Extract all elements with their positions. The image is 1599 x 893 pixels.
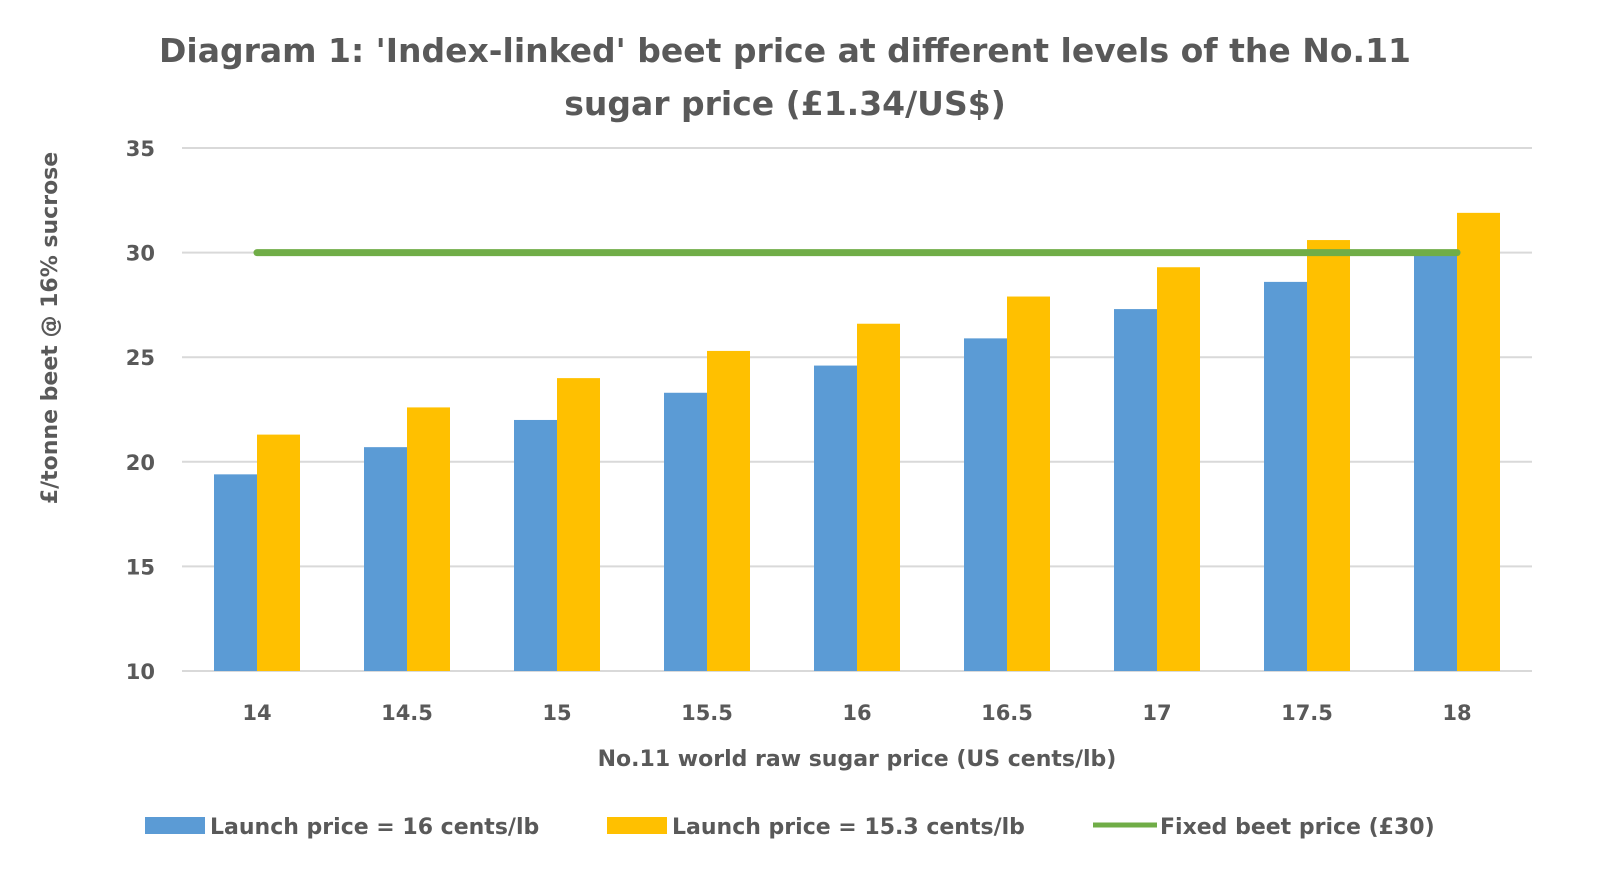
bar-launch-15-3 xyxy=(557,378,600,671)
y-tick-label: 15 xyxy=(126,555,155,579)
legend-swatch-blue xyxy=(145,817,205,834)
x-tick-label: 17.5 xyxy=(1281,701,1333,725)
y-axis-label: £/tonne beet @ 16% sucrose xyxy=(38,152,63,504)
chart-title-line1: Diagram 1: 'Index-linked' beet price at … xyxy=(159,31,1411,70)
bar-launch-15-3 xyxy=(857,323,900,671)
x-tick-label: 15.5 xyxy=(681,701,733,725)
bar-launch-15-3 xyxy=(1457,212,1500,672)
bar-launch-16 xyxy=(514,419,557,671)
bar-launch-15-3 xyxy=(257,434,300,671)
bars xyxy=(214,212,1500,672)
x-tick-label: 14 xyxy=(242,701,271,725)
bar-launch-16 xyxy=(814,365,857,671)
x-tick-label: 18 xyxy=(1442,701,1471,725)
bar-launch-15-3 xyxy=(1157,267,1200,671)
bar-launch-16 xyxy=(664,392,707,671)
bar-launch-16 xyxy=(214,474,257,671)
y-tick-label: 25 xyxy=(126,346,155,370)
x-tick-label: 16 xyxy=(842,701,871,725)
x-tick-label: 17 xyxy=(1142,701,1171,725)
y-tick-label: 35 xyxy=(126,137,155,161)
bar-launch-16 xyxy=(1414,254,1457,671)
legend: Launch price = 16 cents/lb Launch price … xyxy=(145,815,1435,840)
y-tick-label: 30 xyxy=(126,242,155,266)
bar-launch-15-3 xyxy=(407,407,450,671)
bar-launch-16 xyxy=(964,338,1007,671)
x-tick-labels: 14 14.5 15 15.5 16 16.5 17 17.5 18 xyxy=(242,701,1471,725)
x-axis-label: No.11 world raw sugar price (US cents/lb… xyxy=(598,747,1117,772)
bar-launch-15-3 xyxy=(707,350,750,671)
x-tick-label: 14.5 xyxy=(381,701,433,725)
bar-launch-15-3 xyxy=(1307,240,1350,671)
bar-launch-16 xyxy=(1264,281,1307,671)
bar-launch-15-3 xyxy=(1007,296,1050,671)
y-tick-labels: 10 15 20 25 30 35 xyxy=(126,137,155,684)
bar-launch-16 xyxy=(1114,309,1157,671)
legend-label-launch-15-3: Launch price = 15.3 cents/lb xyxy=(672,815,1025,840)
y-tick-label: 20 xyxy=(126,451,155,475)
legend-swatch-orange xyxy=(607,817,667,834)
x-tick-label: 16.5 xyxy=(981,701,1033,725)
x-tick-label: 15 xyxy=(542,701,571,725)
bar-launch-16 xyxy=(364,447,407,671)
legend-label-launch-16: Launch price = 16 cents/lb xyxy=(210,815,539,840)
chart-title-line2: sugar price (£1.34/US$) xyxy=(564,84,1006,123)
y-tick-label: 10 xyxy=(126,660,155,684)
legend-label-fixed-price: Fixed beet price (£30) xyxy=(1160,815,1435,840)
